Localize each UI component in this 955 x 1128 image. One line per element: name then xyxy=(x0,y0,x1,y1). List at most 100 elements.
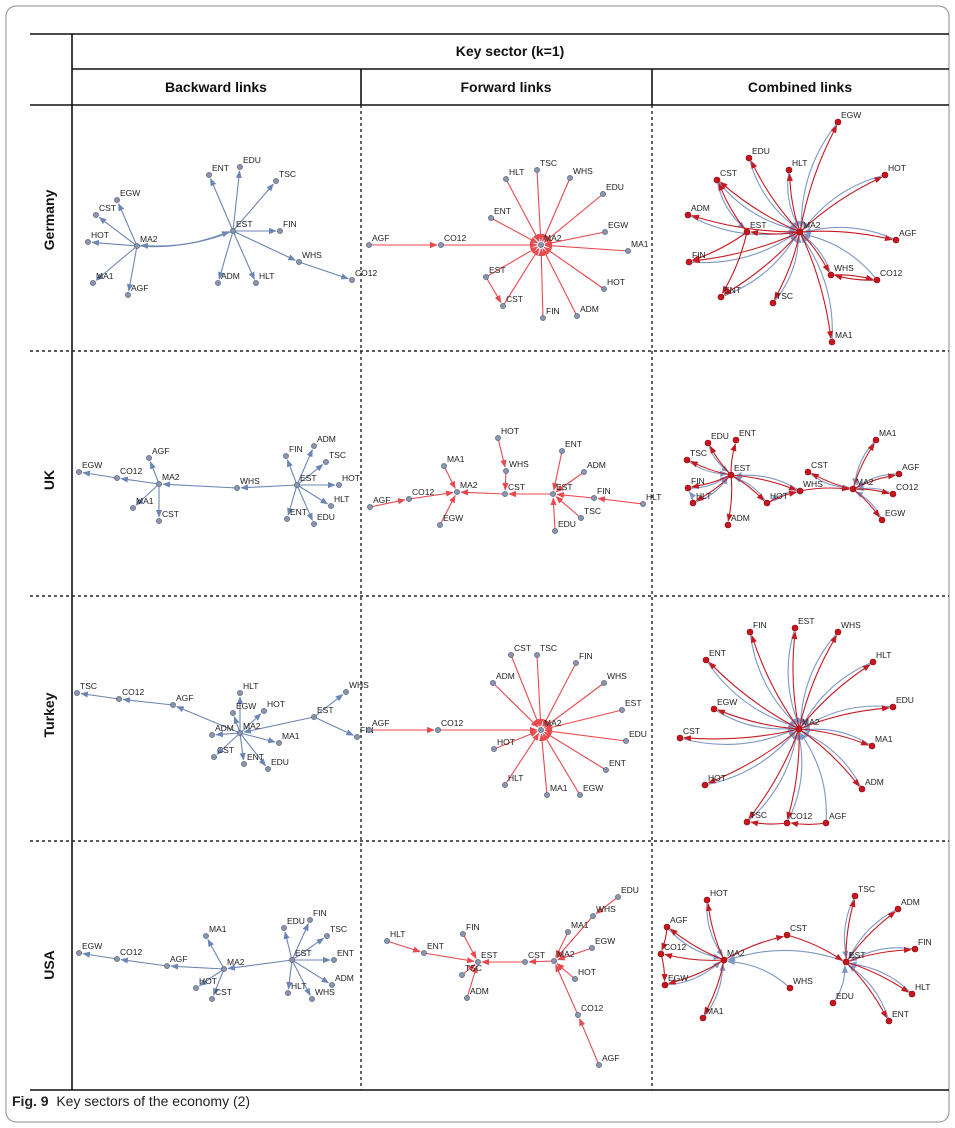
node-label-hot: HOT xyxy=(501,426,519,436)
node-label-egw: EGW xyxy=(885,508,905,518)
node-hlt xyxy=(502,782,508,788)
node-whs xyxy=(309,996,315,1002)
node-label-whs: WHS xyxy=(607,671,627,681)
node-cst xyxy=(209,996,215,1002)
edge-EST-EDU xyxy=(232,170,242,232)
node-agf xyxy=(663,923,671,931)
node-edu xyxy=(889,703,897,711)
node-label-adm: ADM xyxy=(691,203,710,213)
node-ma1 xyxy=(625,248,631,254)
edge-ADM-EST xyxy=(466,965,478,999)
node-edu xyxy=(745,154,753,162)
node-tsc xyxy=(324,933,330,939)
edge-HOT-MA2 xyxy=(493,731,538,750)
node-label-co12: CO12 xyxy=(880,268,902,278)
edge-EST-FIN xyxy=(286,459,298,486)
node-ma2 xyxy=(849,485,857,493)
edge-EST-MA2 xyxy=(243,716,315,734)
edge-EST-HLT xyxy=(232,230,255,280)
node-cst xyxy=(783,931,791,939)
edge-EST-HLT xyxy=(286,959,293,990)
node-est xyxy=(842,958,850,966)
node-label-ent: ENT xyxy=(609,758,626,768)
edge-red-CO12-TSC xyxy=(750,820,788,827)
node-co12 xyxy=(116,696,122,702)
edge-red-EST-FIN xyxy=(691,231,748,261)
node-label-whs: WHS xyxy=(573,166,593,176)
edge-CST-MA2 xyxy=(460,489,506,496)
node-fin xyxy=(911,945,919,953)
node-hlt xyxy=(253,280,259,286)
node-ent xyxy=(488,215,494,221)
node-tsc xyxy=(769,299,777,307)
edge-red-WHS-MA2 xyxy=(799,485,850,492)
node-label-ma1: MA1 xyxy=(571,920,589,930)
node-adm xyxy=(490,680,496,686)
edge-red-EST-ENT xyxy=(845,961,888,1019)
node-label-est: EST xyxy=(798,616,815,626)
node-egw xyxy=(577,792,583,798)
node-label-ma1: MA1 xyxy=(550,783,568,793)
node-ma2 xyxy=(720,956,728,964)
edge-MA2-CST xyxy=(213,968,225,996)
edge-MA2-AGF xyxy=(149,461,160,485)
node-hlt xyxy=(384,938,390,944)
node-label-ent: ENT xyxy=(709,648,726,658)
edge-blue-HLT-EST xyxy=(848,961,913,995)
column-header-combined: Combined links xyxy=(748,79,852,95)
node-label-est: EST xyxy=(236,219,253,229)
edge-EDU-MA2 xyxy=(543,193,604,243)
edge-red-AGF-CO12 xyxy=(790,821,827,828)
caption-text: Key sectors of the economy (2) xyxy=(56,1093,251,1109)
edge-CO12-MA2 xyxy=(408,490,454,500)
node-label-ma1: MA1 xyxy=(835,330,853,340)
node-label-egw: EGW xyxy=(608,220,628,230)
node-ent xyxy=(717,293,725,301)
node-label-hot: HOT xyxy=(91,230,109,240)
node-label-whs: WHS xyxy=(793,976,813,986)
edge-red-MA2-TSC xyxy=(748,728,800,820)
edge-blue-FIN-MA2 xyxy=(688,232,797,264)
figure-caption: Fig. 9 Key sectors of the economy (2) xyxy=(12,1093,250,1109)
edge-red-EST-HLT xyxy=(695,474,732,502)
node-label-adm: ADM xyxy=(901,897,920,907)
node-ma1 xyxy=(872,436,880,444)
node-label-hlt: HLT xyxy=(792,158,807,168)
outer-border xyxy=(5,5,950,1123)
edge-EST-ADM xyxy=(218,230,234,280)
node-fin xyxy=(685,258,693,266)
node-fin xyxy=(283,453,289,459)
edge-MA2-AGF xyxy=(176,706,241,734)
node-label-fin: FIN xyxy=(466,922,480,932)
edge-EST-CST xyxy=(485,276,502,304)
node-hot xyxy=(701,781,709,789)
edge-AGF-CO12 xyxy=(122,697,174,706)
node-label-hot: HOT xyxy=(342,473,360,483)
edge-blue-EST-MA2 xyxy=(727,949,847,963)
node-label-cst: CST xyxy=(790,923,807,933)
node-egw xyxy=(589,945,595,951)
edge-FIN-EST xyxy=(556,492,595,499)
node-label-whs: WHS xyxy=(803,479,823,489)
node-label-ma2: MA2 xyxy=(802,717,820,727)
node-label-hot: HOT xyxy=(199,976,217,986)
node-edu xyxy=(615,894,621,900)
dotted-grid xyxy=(30,105,949,1090)
edge-red-MA2-CO12 xyxy=(786,728,800,820)
node-tsc xyxy=(74,690,80,696)
row-header-usa: USA xyxy=(41,950,57,980)
node-label-tsc: TSC xyxy=(540,158,557,168)
node-label-hlt: HLT xyxy=(334,494,349,504)
node-label-hot: HOT xyxy=(710,888,728,898)
node-ma1 xyxy=(276,740,282,746)
edge-AGF-CO12 xyxy=(120,957,168,967)
node-label-cst: CST xyxy=(720,168,737,178)
edge-red-EST-ADM xyxy=(726,474,733,522)
edge-red-MA2-ADM xyxy=(691,214,801,233)
node-tsc xyxy=(683,456,691,464)
node-label-cst: CST xyxy=(215,987,232,997)
node-label-fin: FIN xyxy=(546,306,560,316)
graph-germany_backward: EGW CST HOT MA2 MA1 AGF ENT EDU TSC EST FIN ADM HLT W… xyxy=(85,155,377,298)
edge-red-EST-FIN xyxy=(845,946,912,963)
